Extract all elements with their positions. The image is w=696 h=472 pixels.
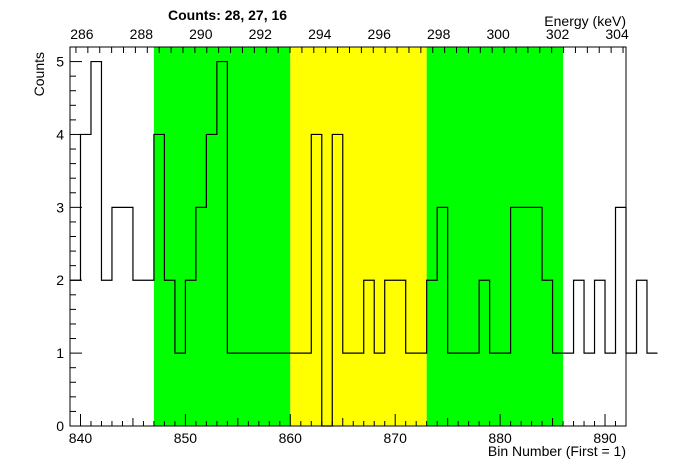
chart-title: Counts: 28, 27, 16	[168, 7, 287, 23]
x-axis-label: Bin Number (First = 1)	[488, 443, 626, 459]
y-axis-label: Counts	[31, 52, 47, 96]
x2-axis-label: Energy (keV)	[544, 13, 626, 29]
x-tick-label: 880	[488, 430, 512, 446]
x2-tick-label: 302	[546, 26, 570, 42]
y-tick-label: 0	[56, 418, 64, 434]
highlight-regions	[153, 47, 564, 426]
x-tick-label: 870	[384, 430, 408, 446]
histogram-line	[70, 60, 658, 427]
x-tick-label: 890	[593, 430, 617, 446]
x2-tick-label: 304	[605, 26, 629, 42]
y-tick-label: 1	[56, 345, 64, 361]
x-tick-label: 850	[174, 430, 198, 446]
x2-tick-label: 296	[368, 26, 392, 42]
y-tick-label: 3	[56, 199, 64, 215]
tick-labels: 840 850 860 870 880 890 0 1 2 3 4 5 286 288 290 292 294 2…	[56, 26, 629, 446]
x2-tick-label: 290	[189, 26, 213, 42]
region-0	[153, 47, 291, 426]
y-tick-label: 5	[56, 54, 64, 70]
region-1	[290, 47, 427, 426]
x2-tick-label: 292	[249, 26, 273, 42]
x2-tick-label: 288	[130, 26, 154, 42]
x-tick-label: 840	[69, 430, 93, 446]
region-2	[426, 47, 564, 426]
x2-tick-label: 286	[70, 26, 94, 42]
x-tick-label: 860	[279, 430, 303, 446]
axis-ticks	[69, 47, 627, 427]
x2-tick-label: 294	[308, 26, 332, 42]
y-tick-label: 4	[56, 126, 64, 142]
x2-tick-label: 298	[427, 26, 451, 42]
y-tick-label: 2	[56, 272, 64, 288]
x2-tick-label: 300	[486, 26, 510, 42]
